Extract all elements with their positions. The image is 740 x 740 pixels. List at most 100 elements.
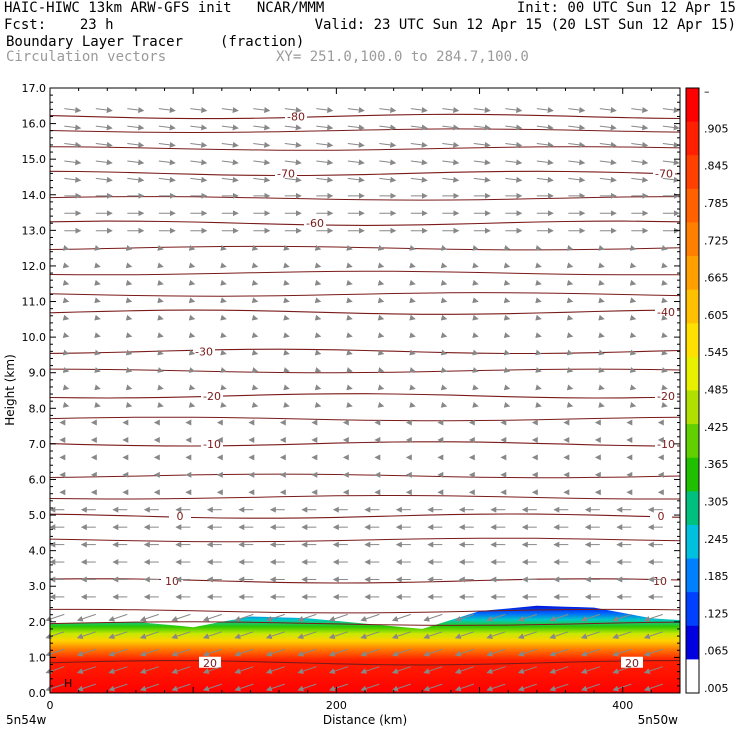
vector-arrow <box>347 176 365 183</box>
contour-line--30 <box>49 348 681 355</box>
vector-arrow <box>64 124 82 131</box>
colorbar-swatch <box>686 524 699 560</box>
vector-arrow <box>316 124 334 131</box>
vector-arrow <box>253 159 271 166</box>
contour-label-0: 0 <box>177 510 184 523</box>
vector-arrow <box>662 107 680 113</box>
vector-arrow <box>486 613 506 622</box>
vector-arrow <box>409 401 416 408</box>
vector-arrow <box>598 245 605 251</box>
vector-arrow <box>661 349 668 356</box>
vector-arrow <box>202 666 222 674</box>
vector-arrow <box>157 332 164 339</box>
vector-arrow <box>536 107 554 113</box>
vector-arrow <box>662 141 680 148</box>
vector-arrow <box>409 297 416 304</box>
colorbar-label: .185 <box>704 570 729 583</box>
vector-arrow <box>94 314 101 321</box>
vector-arrow <box>580 683 600 692</box>
vector-arrow <box>598 297 605 304</box>
colorbar-frame <box>685 87 700 694</box>
vector-arrow <box>314 314 322 321</box>
contour-label-10: 10 <box>653 575 667 588</box>
high-marker: H <box>64 677 72 690</box>
vector-arrow <box>503 401 511 408</box>
contour-label-bg <box>285 110 307 122</box>
vector-arrow <box>328 666 348 674</box>
vector-arrow <box>62 384 70 391</box>
vector-arrow <box>346 384 353 391</box>
vector-arrow <box>125 297 133 304</box>
y-tick-label: 15.0 <box>22 153 47 166</box>
colorbar-label: .725 <box>704 234 729 247</box>
vector-arrow <box>45 613 65 622</box>
vector-arrow <box>377 349 385 356</box>
vector-arrow <box>283 384 290 391</box>
y-tick-label: 16.0 <box>22 118 47 131</box>
vector-arrow <box>377 245 385 251</box>
vector-arrow <box>251 245 259 251</box>
vector-arrow <box>94 401 101 408</box>
vector-arrow <box>188 262 196 269</box>
vector-arrow <box>598 401 605 408</box>
contour-line--70 <box>49 170 681 177</box>
vector-arrow <box>108 648 128 657</box>
contour-line <box>49 473 681 479</box>
vector-arrow <box>283 262 290 269</box>
vector-arrow <box>158 107 176 113</box>
vector-arrow <box>202 683 222 692</box>
vector-arrow <box>568 107 586 113</box>
plot-frame <box>49 87 681 694</box>
vector-arrow <box>440 401 448 408</box>
vector-arrow <box>265 666 285 674</box>
colorbar-swatch <box>686 188 699 223</box>
vector-arrow <box>454 613 474 622</box>
vector-arrow <box>503 279 511 286</box>
vector-arrow <box>45 683 65 692</box>
vector-arrow <box>472 367 479 373</box>
vector-arrow <box>94 262 101 269</box>
vector-arrow <box>580 666 600 674</box>
vector-arrow <box>612 613 632 622</box>
y-tick-label: 0.0 <box>29 687 47 700</box>
vector-arrow <box>454 631 474 640</box>
contour-label-bg <box>655 437 677 449</box>
vector-arrow <box>251 349 259 356</box>
vector-arrow <box>139 648 159 657</box>
vector-arrow <box>566 245 574 251</box>
vector-arrow <box>346 332 353 339</box>
vector-arrow <box>125 367 133 373</box>
contour-label--20: -20 <box>203 390 221 403</box>
contour-line <box>49 494 680 500</box>
vector-arrow <box>629 262 637 269</box>
vector-arrow <box>157 349 164 356</box>
vector-arrow <box>190 159 208 166</box>
colorbar-label: .605 <box>704 309 729 322</box>
vector-arrow <box>442 141 460 148</box>
vector-arrow <box>410 124 428 131</box>
contour-label--80: -80 <box>287 110 305 123</box>
contour-label-bg <box>304 217 326 229</box>
vector-arrow <box>297 613 317 622</box>
vector-arrow <box>662 176 680 183</box>
vector-arrow <box>377 384 385 391</box>
vector-arrow <box>505 141 523 148</box>
contour-label-bg <box>201 437 223 449</box>
vector-arrow <box>643 666 663 674</box>
vector-arrow <box>108 631 128 640</box>
colorbar-swatch <box>686 256 699 291</box>
vector-arrow <box>188 245 196 251</box>
vector-arrow <box>661 401 668 408</box>
vector-arrow <box>251 262 259 269</box>
vector-arrow <box>62 262 70 269</box>
vector-arrow <box>486 631 506 640</box>
vector-arrow <box>440 349 448 356</box>
vector-arrow <box>284 107 302 113</box>
vector-arrow <box>314 384 322 391</box>
vector-arrow <box>157 245 164 251</box>
vector-arrow <box>377 279 385 286</box>
vector-arrow <box>125 262 133 269</box>
vector-arrow <box>566 262 574 269</box>
contour-label-bg <box>275 167 297 179</box>
vector-arrow <box>661 279 668 286</box>
